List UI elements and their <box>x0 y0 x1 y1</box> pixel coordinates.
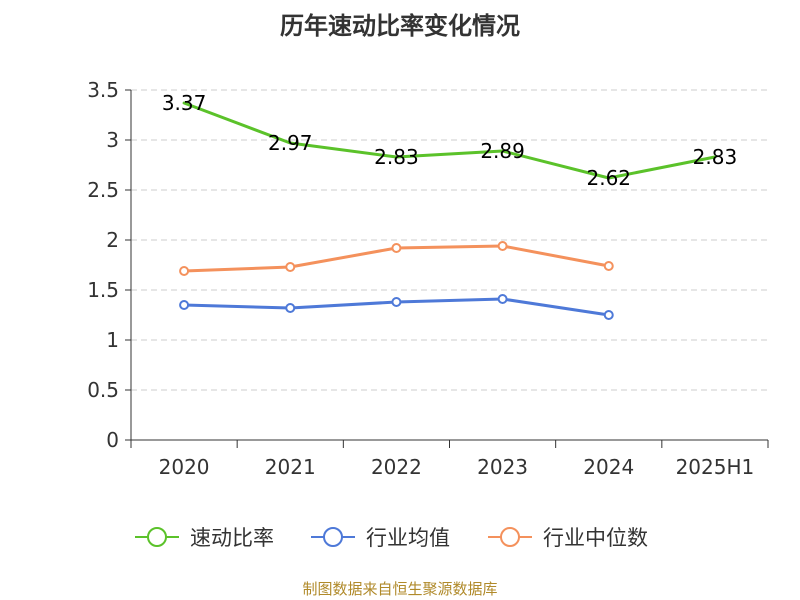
y-tick-label: 2.5 <box>87 178 119 202</box>
data-label-layer: 3.37 2.97 2.83 2.89 2.62 2.83 <box>162 91 737 190</box>
data-point <box>391 297 402 307</box>
y-tick-label: 0.5 <box>87 378 119 402</box>
x-tick-label: 2020 <box>159 455 210 479</box>
data-point <box>179 300 190 310</box>
data-label: 2.83 <box>374 145 419 169</box>
legend-label: 速动比率 <box>190 526 274 550</box>
legend-swatch-marker <box>147 527 167 547</box>
y-tick-label: 0 <box>106 428 119 452</box>
series-line <box>182 101 717 180</box>
data-point <box>179 266 190 276</box>
data-point <box>603 310 614 320</box>
y-tick-label: 1 <box>106 328 119 352</box>
y-tick-label: 3.5 <box>87 78 119 102</box>
legend-swatch-marker <box>500 527 520 547</box>
data-point <box>285 303 296 313</box>
y-tick-label: 2 <box>106 228 119 252</box>
data-source-note: 制图数据来自恒生聚源数据库 <box>302 580 498 598</box>
grid-layer <box>131 89 768 391</box>
y-tick-label: 3 <box>106 128 119 152</box>
data-label: 2.62 <box>586 166 631 190</box>
data-label: 2.83 <box>693 145 738 169</box>
legend-swatch-marker <box>323 527 343 547</box>
data-point <box>391 243 402 253</box>
series-layer <box>179 101 717 320</box>
data-point <box>497 241 508 251</box>
data-label: 3.37 <box>162 91 207 115</box>
legend-label: 行业均值 <box>366 526 450 550</box>
x-tick-label: 2023 <box>477 455 528 479</box>
legend-label: 行业中位数 <box>543 526 648 550</box>
x-tick-label: 2022 <box>371 455 422 479</box>
y-tick-label: 1.5 <box>87 278 119 302</box>
data-label: 2.89 <box>480 139 525 163</box>
x-tick-label: 2024 <box>583 455 634 479</box>
data-label: 2.97 <box>268 131 313 155</box>
x-tick-label: 2025H1 <box>676 455 755 479</box>
legend: 速动比率 行业均值 行业中位数 <box>135 526 648 550</box>
data-point <box>603 261 614 271</box>
data-point <box>497 294 508 304</box>
data-point <box>285 262 296 272</box>
axis-layer: 0 0.5 1 1.5 2 2.5 3 3.5 2020 2021 2022 2023 2024 2025… <box>87 78 769 479</box>
x-tick-label: 2021 <box>265 455 316 479</box>
chart-title: 历年速动比率变化情况 <box>280 12 520 40</box>
